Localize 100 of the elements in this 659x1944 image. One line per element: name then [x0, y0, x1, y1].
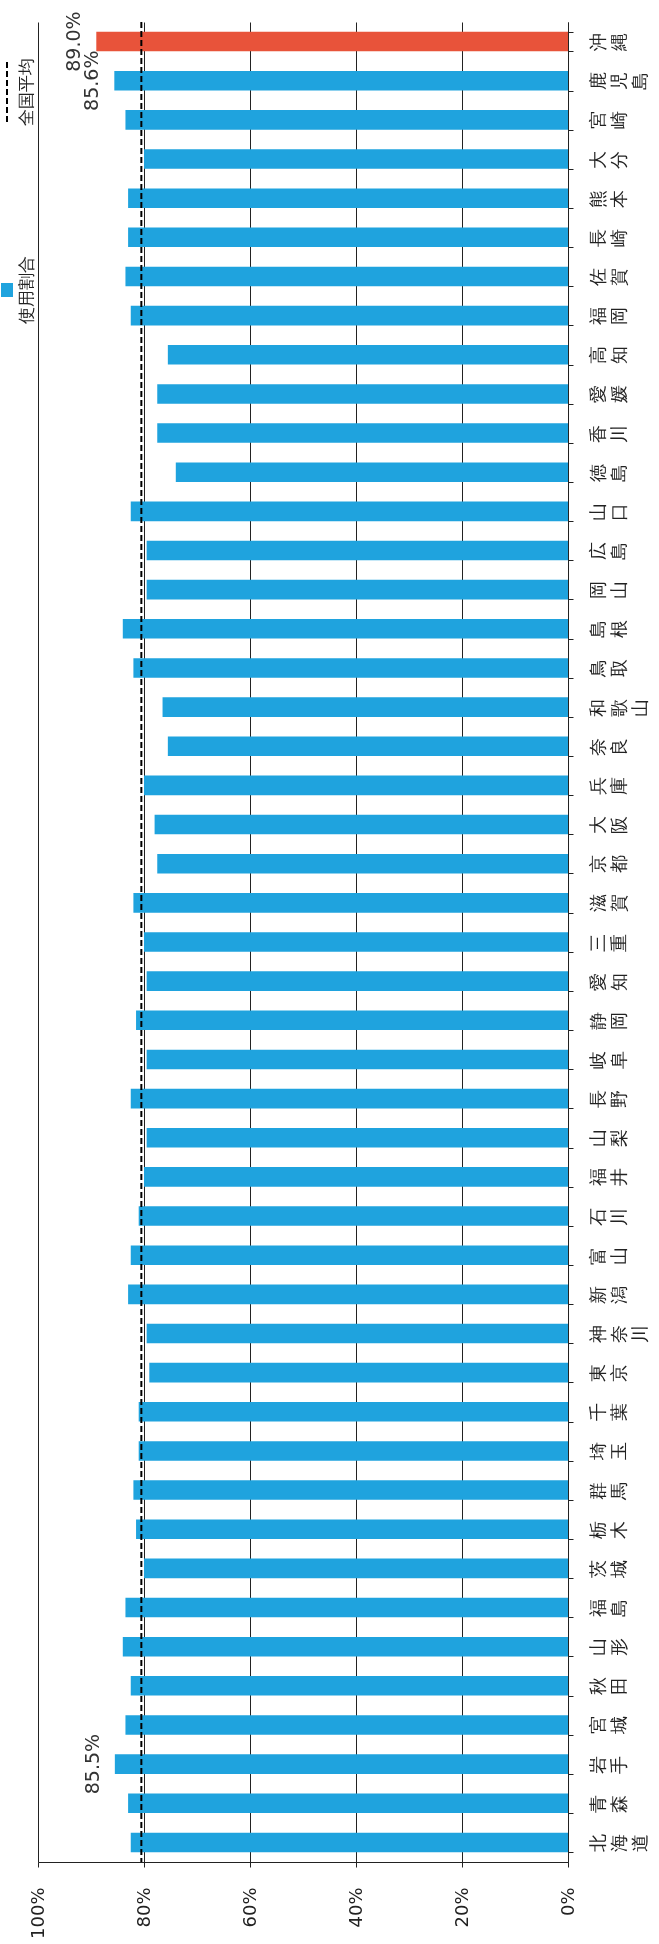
bar — [125, 1597, 568, 1618]
bar — [96, 31, 568, 52]
bar — [122, 619, 568, 639]
y-tick-label: 長崎 — [586, 228, 629, 247]
y-tick-label: 島根 — [586, 620, 629, 639]
bar — [144, 775, 568, 796]
y-tick-label: 奈良 — [586, 737, 629, 756]
x-tick-label: 100% — [26, 1887, 48, 1939]
y-tick-label: 青森 — [586, 1794, 629, 1813]
bar — [128, 188, 568, 208]
ref-line-label: 全国平均 — [16, 58, 36, 126]
x-tick-label: 40% — [344, 1887, 366, 1928]
legend-label: 使用割合 — [16, 256, 36, 324]
y-tick-label: 秋田 — [586, 1677, 629, 1696]
bar — [157, 423, 568, 443]
y-tick-label: 北海道 — [586, 1833, 650, 1852]
bar — [154, 814, 568, 835]
bar — [146, 1323, 568, 1344]
bar — [175, 462, 568, 482]
bar — [130, 1676, 568, 1696]
y-tick-label: 岐阜 — [586, 1050, 629, 1069]
bar — [146, 1049, 568, 1070]
bar — [130, 501, 568, 522]
bar — [138, 1441, 568, 1461]
y-tick-label: 徳島 — [586, 463, 629, 482]
bar — [157, 853, 568, 874]
y-tick-label: 香川 — [586, 424, 629, 443]
y-tick-label: 長野 — [586, 1090, 629, 1109]
y-tick-label: 大阪 — [586, 816, 629, 835]
y-tick-label: 広島 — [586, 542, 629, 561]
bar — [122, 1636, 568, 1657]
y-tick-label: 宮崎 — [586, 111, 629, 130]
y-tick-label: 宮城 — [586, 1716, 629, 1736]
y-tick-label: 新潟 — [586, 1285, 629, 1304]
y-tick-label: 栃木 — [586, 1520, 629, 1539]
bar — [146, 971, 568, 991]
y-tick-label: 大分 — [586, 150, 629, 169]
bar — [136, 1519, 568, 1540]
y-tick-label: 石川 — [586, 1207, 629, 1226]
bar — [130, 1832, 568, 1853]
bar — [133, 893, 568, 913]
y-tick-label: 東京 — [586, 1364, 629, 1383]
bar — [167, 736, 568, 757]
x-tick-label: 80% — [132, 1887, 154, 1928]
bar — [130, 305, 568, 326]
bar — [146, 540, 568, 561]
y-tick-label: 岩手 — [586, 1755, 629, 1774]
data-label: 85.5% — [80, 1733, 103, 1795]
y-tick-label: 神奈川 — [586, 1324, 650, 1343]
y-tick-label: 和歌山 — [586, 698, 650, 717]
bar — [144, 1558, 568, 1579]
bar — [128, 1793, 568, 1814]
bar — [125, 110, 568, 130]
y-tick-label: 山梨 — [586, 1129, 629, 1148]
y-tick-label: 愛知 — [586, 972, 629, 991]
bar — [125, 1715, 568, 1735]
bar — [146, 579, 568, 600]
bar — [146, 1127, 568, 1148]
x-tick-label: 60% — [238, 1887, 260, 1928]
bar — [133, 658, 568, 678]
y-tick-label: 静岡 — [586, 1011, 629, 1030]
y-tick-label: 佐賀 — [586, 267, 629, 286]
y-tick-label: 福井 — [586, 1168, 629, 1187]
y-tick-label: 鳥取 — [586, 659, 629, 679]
y-tick-label: 三重 — [586, 933, 629, 952]
y-tick-label: 千葉 — [586, 1403, 629, 1422]
bar — [144, 1167, 568, 1187]
y-tick-label: 沖縄 — [586, 33, 629, 53]
y-tick-label: 福岡 — [586, 307, 629, 326]
y-tick-label: 兵庫 — [586, 776, 629, 795]
y-tick-label: 福島 — [586, 1599, 629, 1618]
bar — [138, 1402, 568, 1422]
bar — [144, 932, 568, 952]
bar — [128, 227, 568, 248]
bar — [149, 1362, 568, 1383]
bar — [138, 1206, 568, 1226]
y-tick-label: 鹿児島 — [586, 72, 650, 91]
y-tick-label: 茨城 — [586, 1559, 629, 1579]
y-tick-label: 富山 — [586, 1246, 629, 1265]
y-tick-label: 岡山 — [586, 581, 629, 600]
y-tick-label: 埼玉 — [586, 1442, 629, 1462]
bar — [128, 1284, 568, 1305]
bar — [114, 70, 568, 91]
y-tick-label: 京都 — [586, 855, 629, 874]
bar — [136, 1010, 568, 1031]
x-tick-label: 20% — [450, 1887, 472, 1928]
y-tick-label: 滋賀 — [586, 894, 629, 913]
bar — [162, 697, 568, 717]
x-tick-label: 0% — [556, 1887, 578, 1917]
bar — [167, 344, 568, 365]
bar — [130, 1088, 568, 1109]
y-tick-label: 山口 — [586, 502, 629, 521]
y-tick-label: 群馬 — [586, 1481, 629, 1501]
bar — [114, 1754, 568, 1774]
y-tick-label: 山形 — [586, 1638, 629, 1657]
bar — [157, 384, 568, 404]
bar — [130, 1245, 568, 1265]
y-tick-label: 熊本 — [586, 189, 629, 208]
bar — [133, 1480, 568, 1500]
bar — [144, 149, 568, 169]
